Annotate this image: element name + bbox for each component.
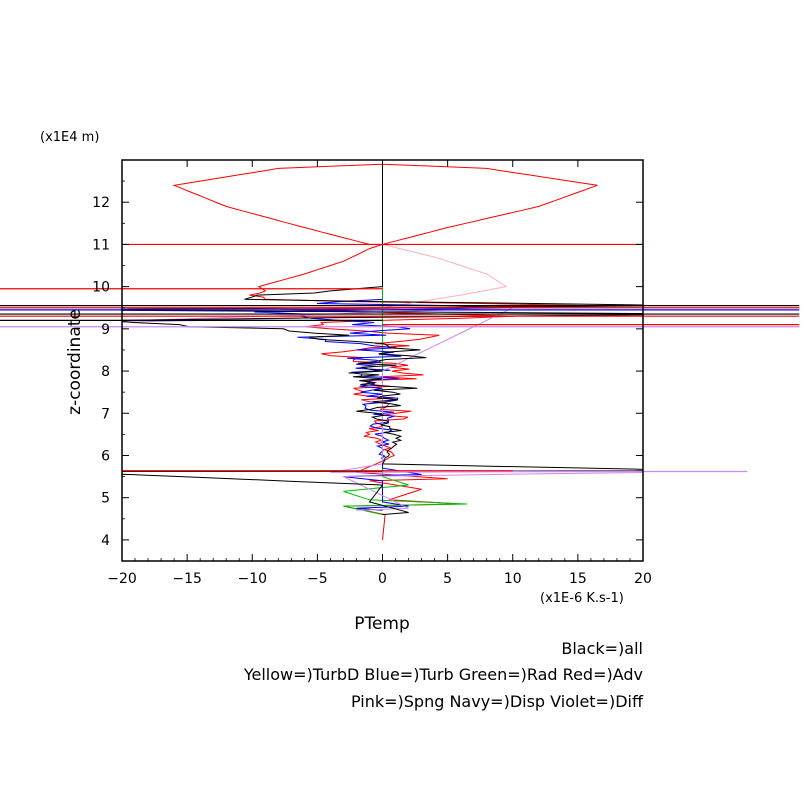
y-tick-label: 4 xyxy=(101,533,110,549)
x-tick-label: 15 xyxy=(569,571,587,587)
y-tick-label: 11 xyxy=(92,237,110,253)
x-axis-title: PTemp xyxy=(354,614,410,634)
y-tick-label: 10 xyxy=(92,280,110,296)
y-tick-label: 5 xyxy=(101,491,110,507)
x-tick-label: 20 xyxy=(634,571,652,587)
y-axis-title: z-coordinate xyxy=(65,309,85,415)
legend-line-2: Yellow=)TurbD Blue=)Turb Green=)Rad Red=… xyxy=(243,665,643,684)
y-axis: 4 5 6 7 8 9 10 11 12 xyxy=(92,180,643,562)
x-unit-label: (x1E-6 K.s-1) xyxy=(540,591,624,606)
y-unit-label: (x1E4 m) xyxy=(40,130,99,145)
legend-line-3: Pink=)Spng Navy=)Disp Violet=)Diff xyxy=(351,692,644,711)
y-tick-label: 12 xyxy=(92,195,110,211)
series-line-diff xyxy=(122,307,643,511)
y-tick-label: 9 xyxy=(101,322,110,338)
y-tick-label: 6 xyxy=(101,448,110,464)
x-tick-label: −15 xyxy=(172,571,202,587)
x-tick-label: 5 xyxy=(443,571,452,587)
x-tick-label: 0 xyxy=(378,571,387,587)
series-layer xyxy=(122,163,643,540)
x-tick-label: −10 xyxy=(237,571,267,587)
y-tick-label: 7 xyxy=(101,406,110,422)
series-line-spng xyxy=(382,243,508,309)
series-line-all xyxy=(122,164,643,516)
x-tick-label: −20 xyxy=(107,571,137,587)
legend-line-1: Black=)all xyxy=(561,639,643,658)
x-tick-label: −5 xyxy=(307,571,328,587)
spike-layer xyxy=(0,243,800,473)
x-axis: −20 −15 −10 −5 0 5 10 15 20 xyxy=(107,160,652,587)
x-tick-label: 10 xyxy=(504,571,522,587)
y-tick-label: 8 xyxy=(101,364,110,380)
